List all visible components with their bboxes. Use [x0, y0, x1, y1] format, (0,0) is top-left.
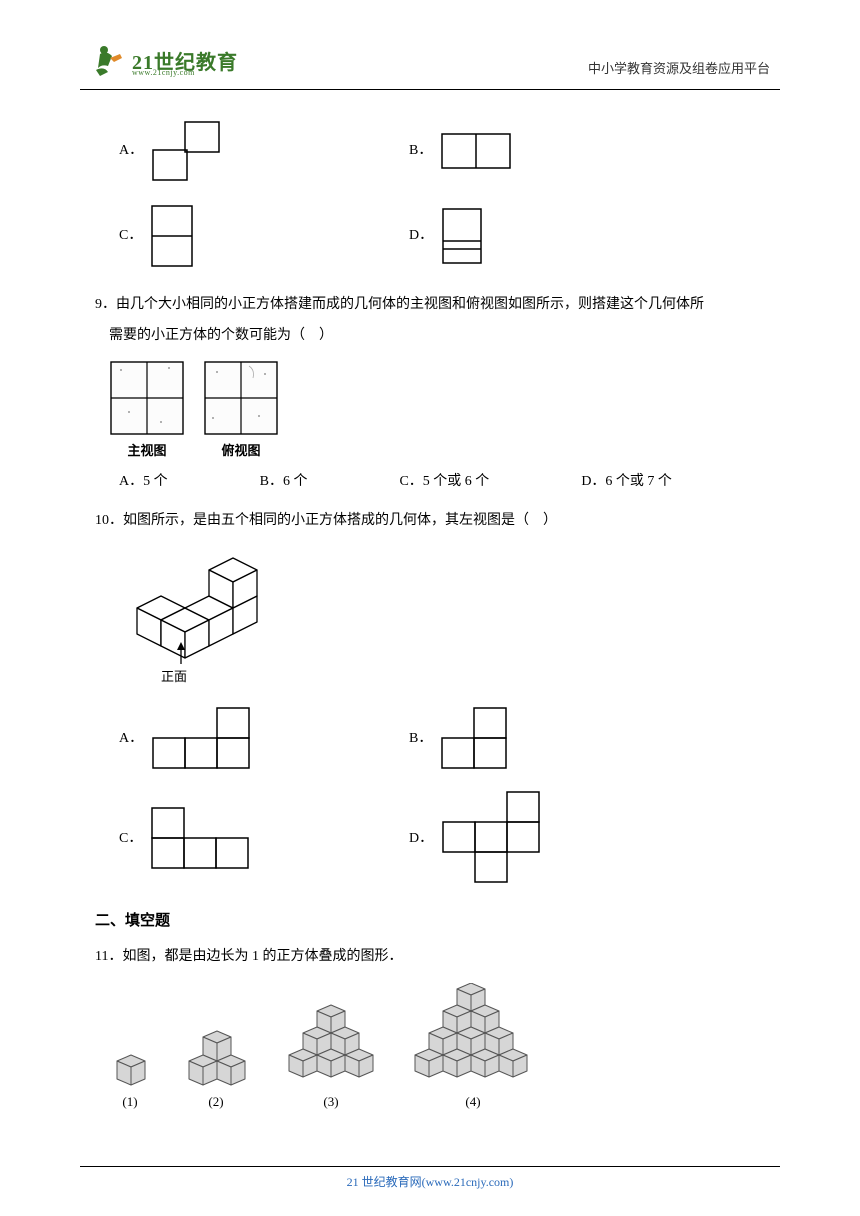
page-footer: 21 世纪教育网(www.21cnjy.com): [80, 1166, 780, 1190]
q11-line: 如图，都是由边长为 1 的正方体叠成的图形．: [122, 949, 402, 964]
q9-option-a: A．5 个: [119, 468, 168, 496]
page-header: 21世纪教育 www.21cnjy.com 中小学教育资源及组卷应用平台: [80, 0, 780, 90]
q11-figures: (1) (2): [109, 983, 765, 1115]
q8-shape-b: [440, 132, 512, 170]
logo: 21世纪教育 www.21cnjy.com: [90, 42, 238, 78]
q11-num: 11．: [95, 949, 122, 964]
q11-label-3: (3): [281, 1089, 381, 1115]
section2-title: 二、填空题: [95, 906, 765, 936]
q10-shape-c: [150, 806, 250, 872]
q9-options: A．5 个 B．6 个 C．5 个或 6 个 D．6 个或 7 个: [119, 468, 765, 496]
q10-option-a-label: A．: [119, 725, 143, 753]
q9-line2: 需要的小正方体的个数可能为（ ）: [109, 328, 333, 343]
q9-front-view: [109, 360, 185, 436]
footer-url: (www.21cnjy.com): [422, 1175, 514, 1189]
q10-option-c-label: C．: [119, 825, 142, 853]
q10-shape-b: [440, 706, 510, 772]
q9-line1: 由几个大小相同的小正方体搭建而成的几何体的主视图和俯视图如图所示，则搭建这个几何…: [116, 297, 704, 312]
q8-option-a-label: A．: [119, 137, 143, 165]
q10-front-label: 正面: [161, 664, 765, 690]
q11-stack-2: [179, 1027, 253, 1089]
q8-options-row1: A． B．: [95, 120, 765, 182]
q11-label-4: (4): [409, 1089, 537, 1115]
q10-option-b-label: B．: [409, 725, 432, 753]
q10-options-row1: A． B．: [95, 706, 765, 772]
q11-label-1: (1): [109, 1089, 151, 1115]
q10-num: 10．: [95, 513, 123, 528]
q11-stack-1: [109, 1047, 151, 1089]
q9-top-label: 俯视图: [203, 438, 279, 464]
q10-text: 10．如图所示，是由五个相同的小正方体搭成的几何体，其左视图是（ ）: [95, 506, 765, 537]
q9-option-d: D．6 个或 7 个: [581, 468, 672, 496]
q10-options-row2: C． D．: [95, 790, 765, 888]
q8-options-row2: C． D．: [95, 204, 765, 268]
logo-icon: [90, 42, 126, 78]
q9-option-c: C．5 个或 6 个: [399, 468, 489, 496]
q11-stack-3: [281, 1003, 381, 1089]
q8-option-d-label: D．: [409, 222, 433, 250]
header-platform-text: 中小学教育资源及组卷应用平台: [588, 58, 770, 77]
q9-option-b: B．6 个: [260, 468, 308, 496]
content: A． B． C． D．: [0, 90, 860, 1115]
q8-shape-a: [151, 120, 221, 182]
q8-shape-d: [441, 207, 483, 265]
q8-option-b-label: B．: [409, 137, 432, 165]
q9-views: 主视图 俯视图: [109, 360, 765, 464]
q10-option-d-label: D．: [409, 825, 433, 853]
footer-cn: 21 世纪教育网: [347, 1175, 422, 1189]
q11-text: 11．如图，都是由边长为 1 的正方体叠成的图形．: [95, 942, 765, 973]
q8-option-c-label: C．: [119, 222, 142, 250]
logo-url: www.21cnjy.com: [132, 68, 195, 77]
q11-stack-4: [409, 983, 537, 1089]
q10-shape-a: [151, 706, 251, 772]
q9-front-label: 主视图: [109, 438, 185, 464]
q11-label-2: (2): [179, 1089, 253, 1115]
q9-top-view: [203, 360, 279, 436]
q9-num: 9．: [95, 297, 116, 312]
q10-shape-d: [441, 790, 541, 888]
q8-shape-c: [150, 204, 194, 268]
q10-line: 如图所示，是由五个相同的小正方体搭成的几何体，其左视图是（ ）: [123, 513, 557, 528]
q9-text: 9．由几个大小相同的小正方体搭建而成的几何体的主视图和俯视图如图所示，则搭建这个…: [95, 290, 765, 352]
q10-figure: 正面: [119, 546, 765, 690]
